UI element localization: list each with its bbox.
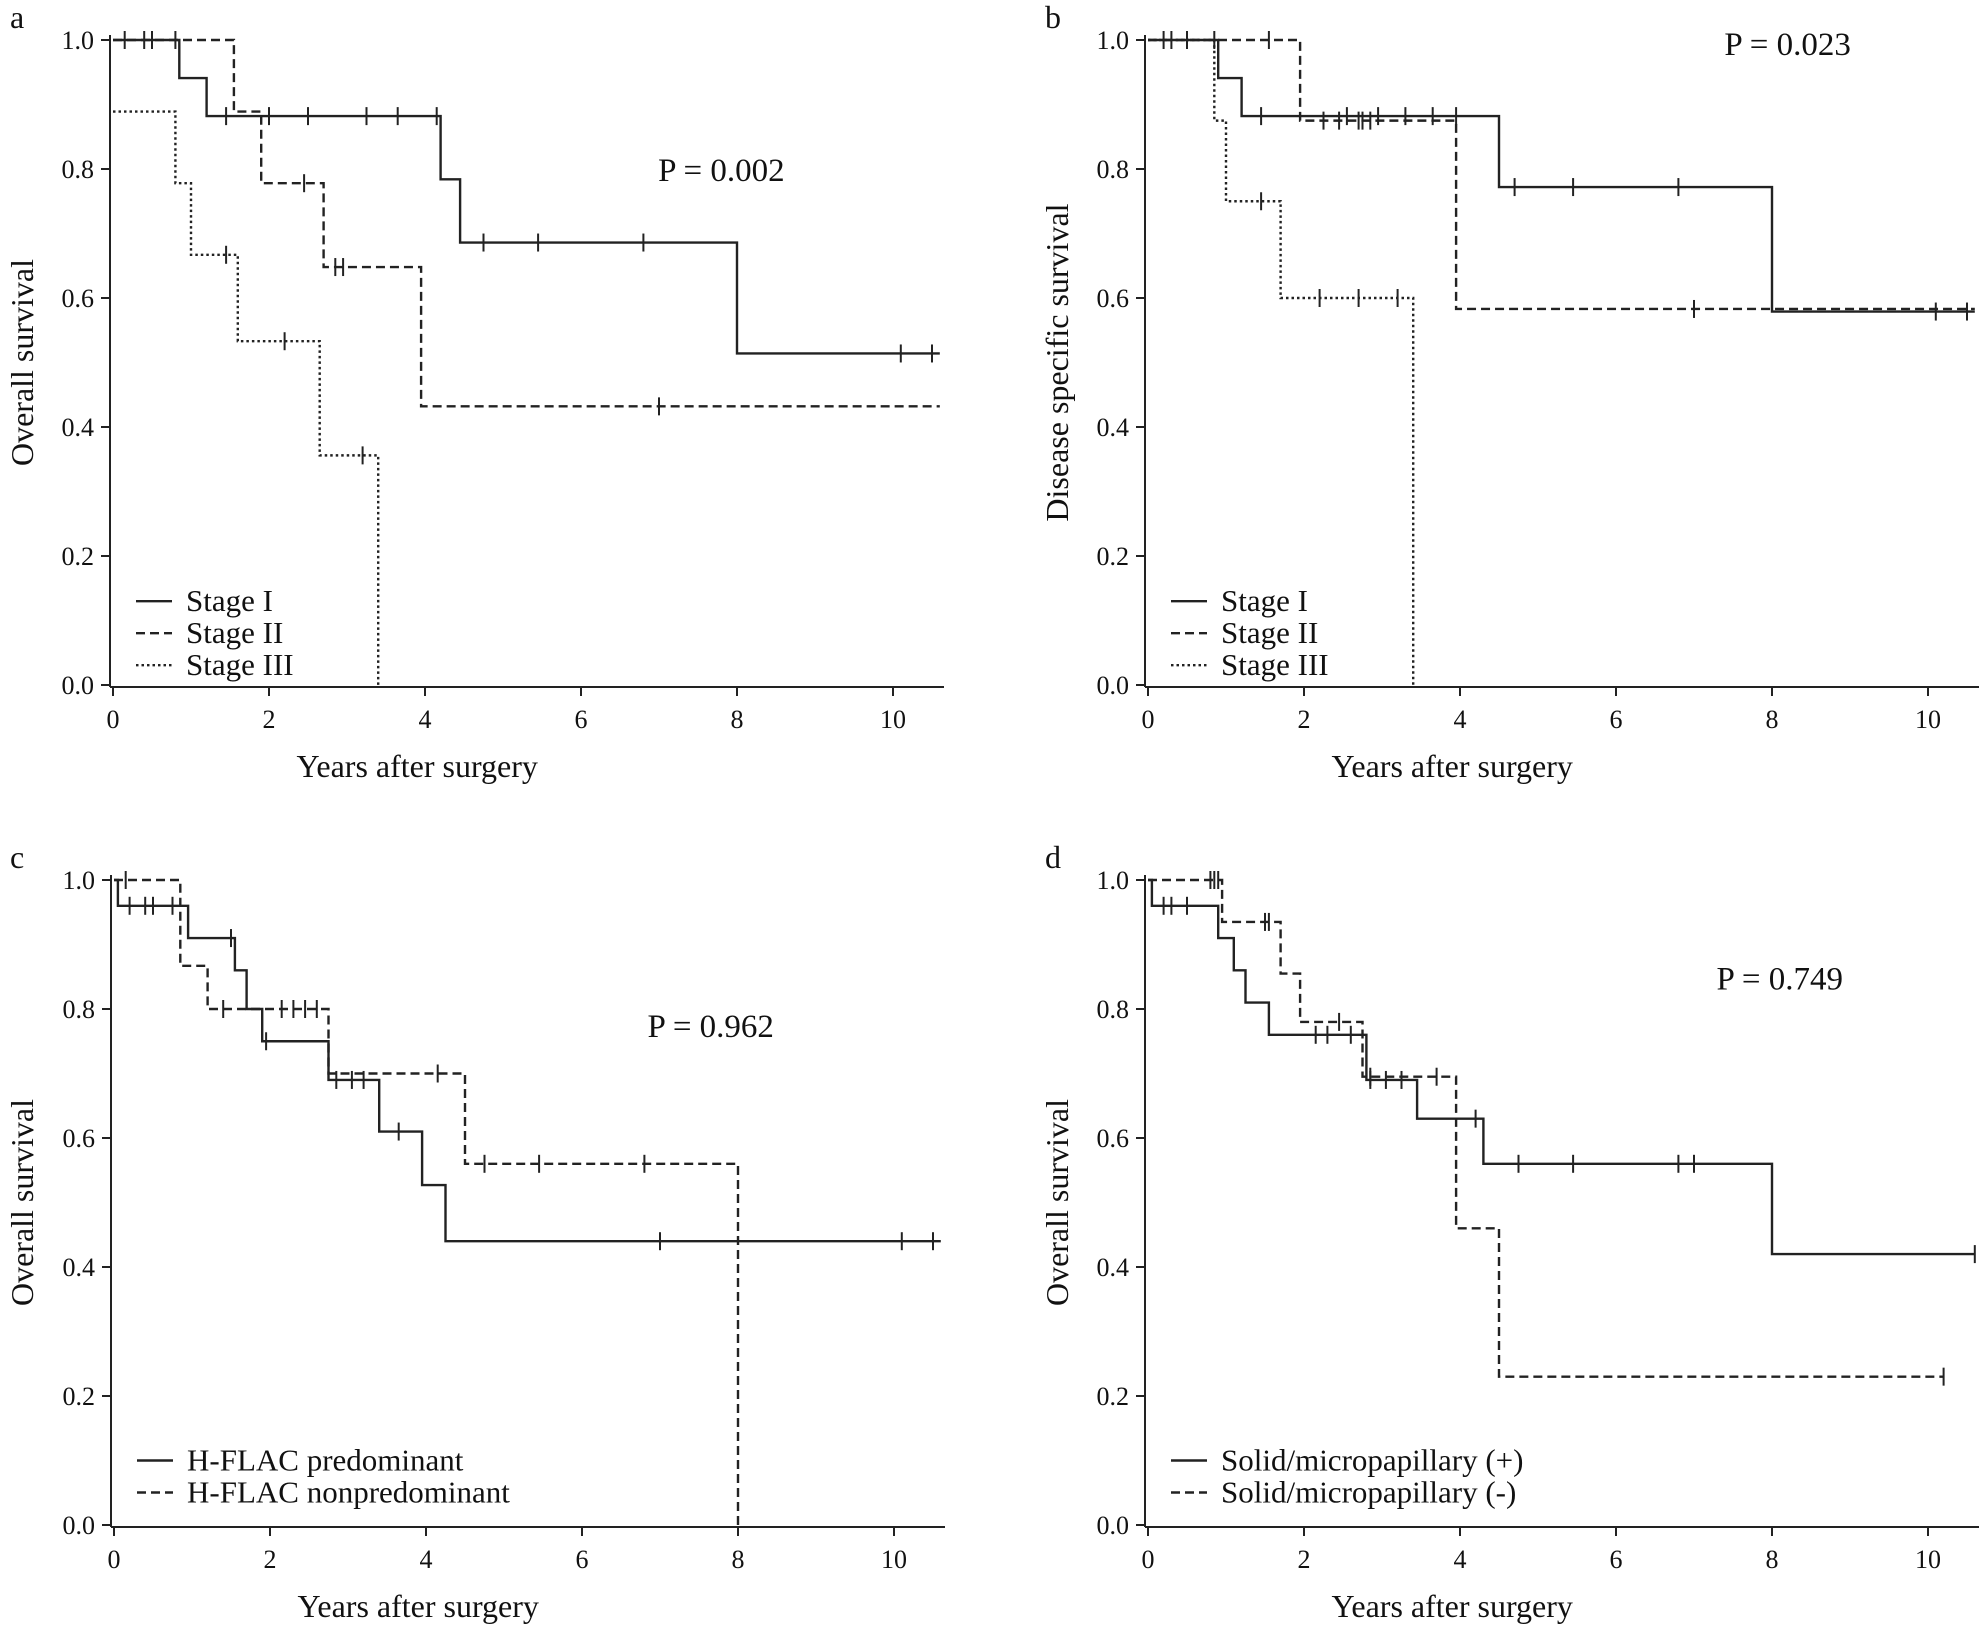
x-tick-label: 10 [881,1545,907,1574]
x-tick-label: 10 [1915,705,1941,734]
legend-label: Stage II [1221,615,1318,650]
y-tick-label: 0.8 [1097,995,1130,1024]
x-tick-label: 2 [264,1545,277,1574]
x-tick-label: 4 [1454,705,1467,734]
y-tick-label: 0.8 [63,995,96,1024]
legend-label: Stage III [1221,647,1329,682]
legend-label: Solid/micropapillary (+) [1221,1443,1523,1478]
x-tick-label: 6 [1610,1545,1623,1574]
survival-curve-dotted [1148,38,1415,685]
y-tick-label: 0.2 [63,1382,96,1411]
x-tick-label: 8 [1766,1545,1779,1574]
panel-letter: a [10,0,24,35]
panel-b: b 0.0 0.2 0.4 0.6 0.8 1.0 0 2 4 6 8 10 Years after su… [1039,0,1979,784]
p-value-label: P = 0.002 [658,153,785,189]
panel-c: c 0.0 0.2 0.4 0.6 0.8 1.0 0 2 4 6 8 10 Years after su… [4,839,945,1624]
y-tick-label: 1.0 [63,866,96,895]
legend-label: H-FLAC nonpredominant [187,1475,510,1510]
x-tick-label: 6 [576,1545,589,1574]
x-tick-label: 6 [1610,705,1623,734]
survival-curve-solid [114,878,941,1243]
y-tick-label: 0.2 [62,542,95,571]
y-tick-label: 0.4 [1097,1253,1130,1282]
y-tick-label: 0.6 [1097,284,1130,313]
legend-label: Stage III [186,647,294,682]
x-tick-label: 8 [731,705,744,734]
legend-label: Stage II [186,615,283,650]
y-tick-label: 0.4 [1097,413,1130,442]
y-axis-label: Overall survival [1039,1099,1075,1306]
y-tick-label: 0.4 [63,1253,96,1282]
x-axis-label: Years after surgery [297,1588,538,1624]
y-tick-label: 0.6 [1097,1124,1130,1153]
x-tick-label: 2 [263,705,276,734]
y-axis-label: Overall survival [4,1099,40,1306]
x-tick-label: 10 [1915,1545,1941,1574]
y-tick-label: 0.4 [62,413,95,442]
x-tick-label: 4 [420,1545,433,1574]
y-tick-label: 0.0 [62,671,95,700]
x-axis-label: Years after surgery [1331,1588,1572,1624]
y-tick-label: 1.0 [62,26,95,55]
y-tick-label: 0.0 [1097,1511,1130,1540]
legend-label: Stage I [186,583,273,618]
y-axis-label: Overall survival [4,259,40,466]
x-tick-label: 0 [1142,1545,1155,1574]
y-tick-label: 0.6 [62,284,95,313]
survival-curve-solid [113,38,940,355]
x-tick-label: 10 [880,705,906,734]
x-axis-label: Years after surgery [296,748,537,784]
survival-curve-dashed [1148,878,1944,1378]
y-tick-label: 0.0 [1097,671,1130,700]
survival-curve-solid [1148,38,1975,313]
x-tick-label: 8 [732,1545,745,1574]
panel-d: d 0.0 0.2 0.4 0.6 0.8 1.0 0 2 4 6 8 10 Years after su… [1039,839,1979,1624]
p-value-label: P = 0.749 [1717,962,1844,998]
y-tick-label: 0.0 [63,1511,96,1540]
y-tick-label: 1.0 [1097,26,1130,55]
x-tick-label: 4 [1454,1545,1467,1574]
panel-letter: b [1045,0,1061,35]
panel-a: a 0.0 0.2 0.4 0.6 0.8 1.0 0 2 4 6 8 10 Years after su… [4,0,944,784]
y-tick-label: 0.2 [1097,1382,1130,1411]
panel-letter: d [1045,839,1061,875]
survival-curve-dashed [114,878,740,1525]
panel-letter: c [10,839,24,875]
x-tick-label: 2 [1298,705,1311,734]
legend-label: H-FLAC predominant [187,1443,464,1478]
x-tick-label: 6 [575,705,588,734]
legend-label: Stage I [1221,583,1308,618]
x-tick-label: 0 [107,705,120,734]
y-tick-label: 0.6 [63,1124,96,1153]
x-tick-label: 8 [1766,705,1779,734]
y-tick-label: 0.8 [62,155,95,184]
x-tick-label: 2 [1298,1545,1311,1574]
survival-curve-solid [1148,878,1975,1256]
y-tick-label: 1.0 [1097,866,1130,895]
y-tick-label: 0.8 [1097,155,1130,184]
x-tick-label: 4 [419,705,432,734]
x-tick-label: 0 [1142,705,1155,734]
y-axis-label: Disease specific survival [1039,203,1075,521]
survival-curve-dotted [113,110,380,685]
survival-curve-dashed [113,38,940,408]
p-value-label: P = 0.962 [647,1009,774,1045]
x-tick-label: 0 [108,1545,121,1574]
survival-curve-dashed [1148,38,1975,311]
y-tick-label: 0.2 [1097,542,1130,571]
p-value-label: P = 0.023 [1724,27,1851,63]
legend-label: Solid/micropapillary (-) [1221,1475,1516,1510]
x-axis-label: Years after surgery [1331,748,1572,784]
